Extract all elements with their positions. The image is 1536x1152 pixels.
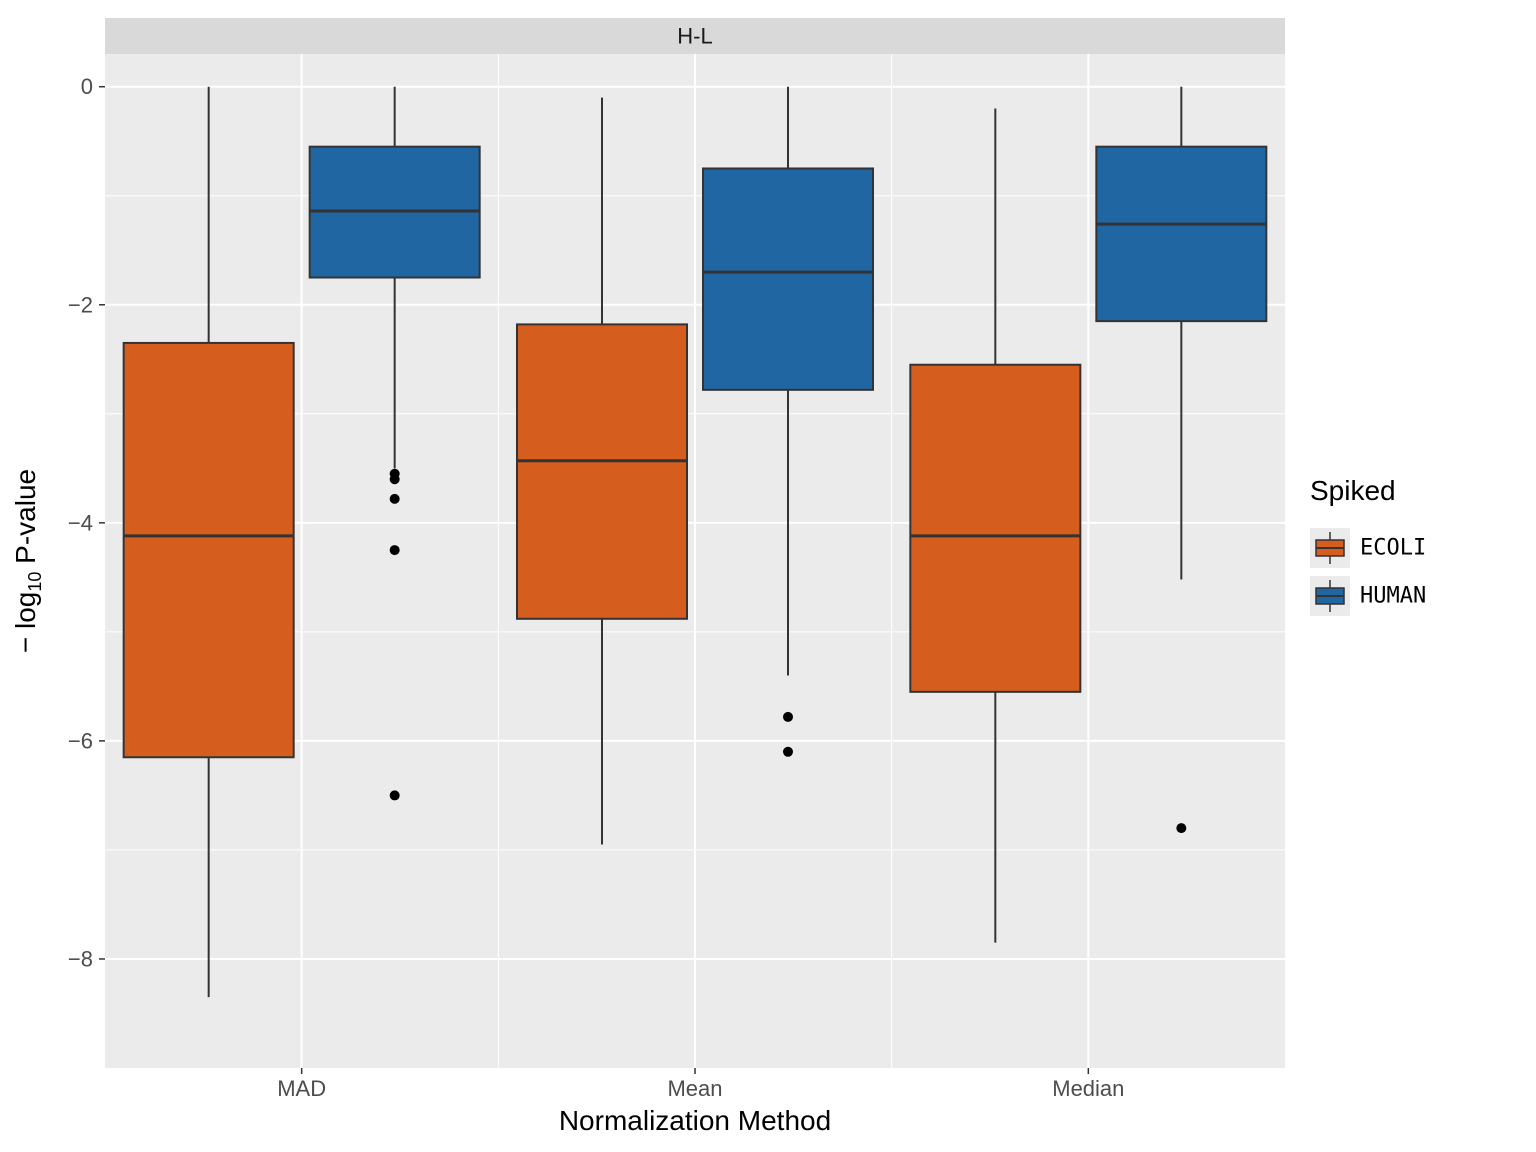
boxplot-chart: H-L 0 −2 −4 −6 −8 − log10 P-value MAD Mean Median… [0, 0, 1536, 1152]
legend: Spiked ECOLI HUMAN [1310, 475, 1426, 616]
y-axis-title: − log10 P-value [10, 469, 45, 653]
facet-strip-label: H-L [677, 24, 712, 49]
x-tick-label: MAD [277, 1076, 326, 1101]
y-tick-label: −8 [68, 946, 93, 971]
x-tick-label: Mean [667, 1076, 722, 1101]
y-tick-label: −4 [68, 510, 93, 535]
legend-item-label: HUMAN [1360, 584, 1426, 609]
y-tick-label: −2 [68, 292, 93, 317]
x-axis-title: Normalization Method [559, 1105, 831, 1136]
legend-item-label: ECOLI [1360, 536, 1426, 561]
y-tick-label: −6 [68, 728, 93, 753]
x-tick-label: Median [1052, 1076, 1124, 1101]
y-tick-label: 0 [81, 74, 93, 99]
legend-title: Spiked [1310, 475, 1396, 506]
